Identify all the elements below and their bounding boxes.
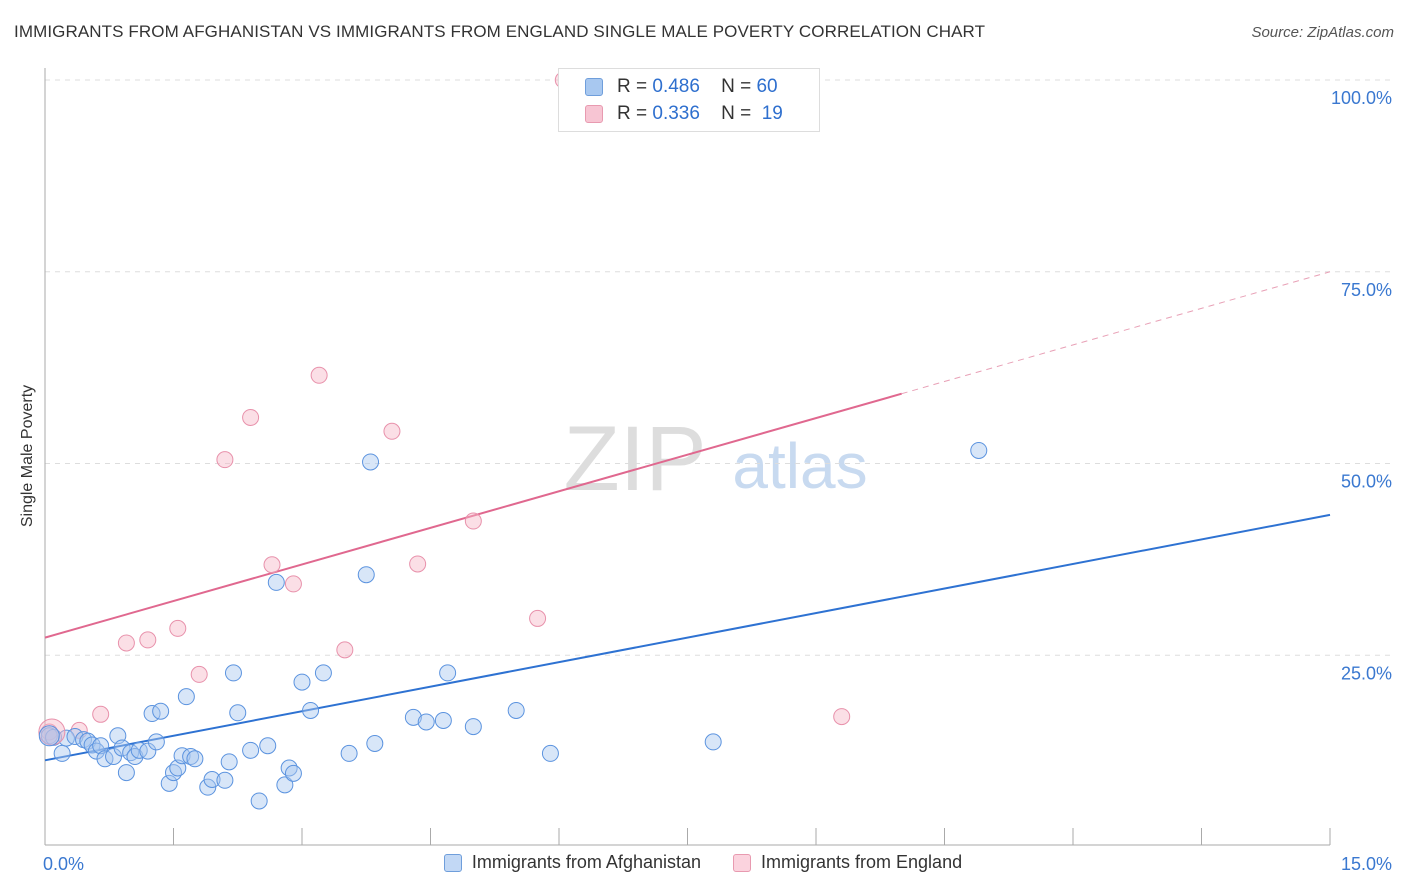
point-afghanistan [340, 744, 358, 762]
series-legend: Immigrants from Afghanistan Immigrants f… [0, 852, 1406, 873]
point-afghanistan [199, 778, 217, 796]
stats-r-label: R = [617, 76, 648, 97]
point-england [242, 408, 260, 426]
point-afghanistan [83, 736, 101, 754]
point-afghanistan [38, 725, 60, 747]
stats-swatch-afghanistan [585, 78, 603, 96]
point-afghanistan [970, 441, 988, 459]
point-afghanistan [362, 453, 380, 471]
point-afghanistan [250, 792, 268, 810]
point-afghanistan [434, 711, 452, 729]
point-afghanistan [203, 771, 221, 789]
point-afghanistan [113, 739, 131, 757]
stats-n-value: 19 [761, 103, 783, 124]
data-points [38, 71, 988, 810]
y-tick-label: 75.0% [1341, 280, 1392, 300]
point-afghanistan [152, 702, 170, 720]
point-afghanistan [507, 701, 525, 719]
axes [44, 68, 1331, 846]
stats-n-value: 60 [756, 76, 778, 97]
stats-r-value: 0.336 [652, 103, 700, 124]
stats-legend: R = 0.486 N = 60 R = 0.336 N = 19 [558, 68, 820, 132]
legend-swatch-afghanistan [443, 853, 462, 872]
point-afghanistan [92, 737, 110, 755]
point-england [263, 556, 281, 574]
y-tick-label: 25.0% [1341, 663, 1392, 683]
point-afghanistan [357, 566, 375, 584]
point-afghanistan [302, 701, 320, 719]
x-tick-label: 15.0% [1341, 854, 1392, 874]
trend-line-england-extension [901, 271, 1331, 395]
point-england [409, 555, 427, 573]
point-afghanistan [314, 664, 332, 682]
point-england [833, 708, 851, 726]
tick-labels: 100.0% 75.0% 50.0% 25.0% 0.0% 15.0% [43, 88, 1392, 874]
source-label: Source: ZipAtlas.com [1251, 24, 1394, 41]
point-afghanistan [224, 664, 242, 682]
point-afghanistan [293, 673, 311, 691]
point-england [383, 422, 401, 440]
stats-r-value: 0.486 [652, 76, 700, 97]
point-england [117, 634, 135, 652]
trend-line-afghanistan [44, 513, 1331, 762]
y-tick-label: 50.0% [1341, 472, 1392, 492]
trend-lines [44, 271, 1331, 762]
point-england [216, 451, 234, 469]
point-afghanistan [366, 734, 384, 752]
gridlines [45, 79, 1392, 656]
legend-swatch-england [733, 853, 752, 872]
point-afghanistan [117, 764, 135, 782]
point-england [38, 718, 66, 746]
point-afghanistan [53, 744, 71, 762]
point-england [464, 512, 482, 530]
y-tick-label: 100.0% [1331, 88, 1392, 108]
point-afghanistan [147, 733, 165, 751]
point-afghanistan [704, 733, 722, 751]
trend-line-england [44, 392, 902, 639]
point-afghanistan [242, 741, 260, 759]
point-afghanistan [160, 774, 178, 792]
point-afghanistan [417, 713, 435, 731]
stats-r-label: R = [617, 103, 648, 124]
point-afghanistan [267, 573, 285, 591]
point-afghanistan [284, 764, 302, 782]
legend-item-england[interactable]: Immigrants from England [733, 852, 962, 873]
point-england [139, 631, 157, 649]
point-afghanistan [541, 744, 559, 762]
point-afghanistan [464, 718, 482, 736]
point-england [169, 619, 187, 637]
stats-n-label: N = [721, 76, 752, 97]
watermark-zip: ZIP [563, 408, 706, 510]
point-afghanistan [276, 776, 294, 794]
point-afghanistan [186, 750, 204, 768]
point-afghanistan [173, 747, 191, 765]
point-afghanistan [259, 737, 277, 755]
point-afghanistan [139, 742, 157, 760]
point-afghanistan [126, 747, 144, 765]
point-afghanistan [439, 664, 457, 682]
legend-label-england: Immigrants from England [761, 852, 963, 872]
chart-title: IMMIGRANTS FROM AFGHANISTAN VS IMMIGRANT… [14, 22, 986, 41]
point-afghanistan [177, 688, 195, 706]
point-england [92, 705, 110, 723]
point-afghanistan [57, 729, 75, 747]
legend-item-afghanistan[interactable]: Immigrants from Afghanistan [443, 852, 702, 873]
point-england [310, 366, 328, 384]
legend-label-afghanistan: Immigrants from Afghanistan [471, 852, 702, 872]
point-afghanistan [229, 704, 247, 722]
point-england [284, 575, 302, 593]
watermark-atlas: atlas [732, 430, 867, 502]
point-england [529, 609, 547, 627]
point-afghanistan [216, 771, 234, 789]
point-afghanistan [220, 753, 238, 771]
stats-swatch-england [585, 105, 603, 123]
point-afghanistan [404, 708, 422, 726]
x-tick-label: 0.0% [43, 854, 84, 874]
stats-n-label: N = [721, 103, 752, 124]
point-afghanistan [130, 741, 148, 759]
point-england [336, 641, 354, 659]
point-england [190, 665, 208, 683]
